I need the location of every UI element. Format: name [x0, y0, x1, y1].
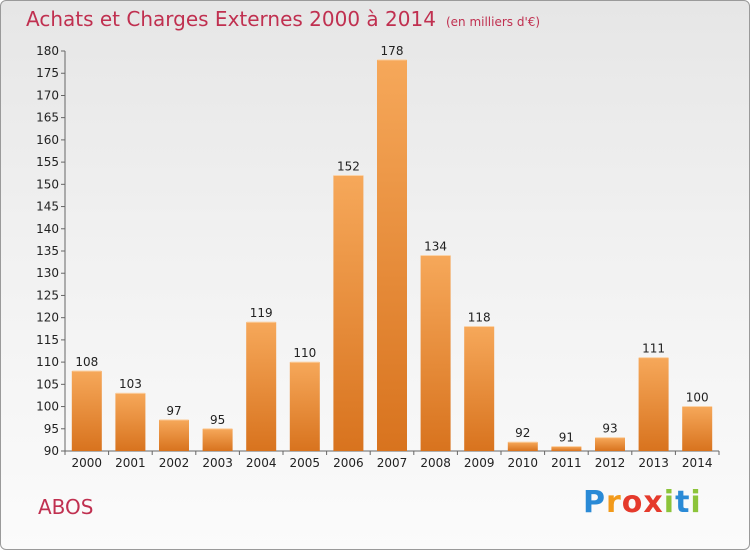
- bar: [507, 442, 538, 451]
- x-tick-label: 2002: [159, 456, 190, 470]
- data-label: 91: [559, 431, 574, 445]
- y-tick-label: 140: [36, 222, 59, 236]
- data-label: 100: [686, 391, 709, 405]
- data-label: 178: [381, 44, 404, 58]
- data-label: 118: [468, 311, 491, 325]
- place-name: ABOS: [38, 495, 94, 519]
- bar: [551, 446, 582, 451]
- bar: [420, 255, 451, 451]
- y-tick-label: 110: [36, 355, 59, 369]
- logo-letter: i: [663, 485, 676, 520]
- x-tick-label: 2011: [551, 456, 582, 470]
- x-tick-label: 2001: [115, 456, 146, 470]
- y-tick-label: 180: [36, 44, 59, 58]
- bar: [289, 362, 320, 451]
- y-tick-label: 100: [36, 400, 59, 414]
- bar: [464, 326, 495, 451]
- y-tick-label: 175: [36, 66, 59, 80]
- y-tick-label: 165: [36, 111, 59, 125]
- x-tick-label: 2009: [464, 456, 495, 470]
- data-label: 111: [642, 342, 665, 356]
- bar: [246, 322, 277, 451]
- y-tick-label: 120: [36, 311, 59, 325]
- bar: [682, 406, 713, 451]
- x-tick-label: 2000: [72, 456, 103, 470]
- y-tick-label: 115: [36, 333, 59, 347]
- x-tick-label: 2012: [595, 456, 626, 470]
- bar: [115, 393, 146, 451]
- x-tick-label: 2013: [638, 456, 669, 470]
- data-label: 95: [210, 413, 225, 427]
- chart-title-text: Achats et Charges Externes 2000 à 2014: [26, 7, 436, 31]
- y-tick-label: 160: [36, 133, 59, 147]
- chart-title: Achats et Charges Externes 2000 à 2014 (e…: [26, 7, 540, 31]
- x-tick-label: 2014: [682, 456, 713, 470]
- bar: [71, 371, 102, 451]
- y-tick-label: 90: [44, 444, 59, 458]
- x-tick-label: 2006: [333, 456, 364, 470]
- bar: [202, 428, 233, 451]
- data-label: 119: [250, 306, 273, 320]
- bar: [377, 59, 407, 452]
- y-tick-label: 105: [36, 377, 59, 391]
- data-label: 152: [337, 159, 360, 173]
- data-label: 134: [424, 239, 447, 253]
- data-label: 92: [515, 426, 530, 440]
- y-tick-label: 145: [36, 200, 59, 214]
- y-tick-label: 135: [36, 244, 59, 258]
- y-tick-label: 170: [36, 88, 59, 102]
- x-tick-label: 2008: [420, 456, 451, 470]
- logo-letter: x: [643, 485, 664, 520]
- y-tick-label: 95: [44, 422, 59, 436]
- chart-unit: (en milliers d'€): [445, 15, 541, 29]
- bar: [159, 419, 189, 451]
- bar: [638, 357, 669, 451]
- bar: [595, 437, 625, 451]
- y-tick-label: 130: [36, 266, 59, 280]
- logo-letter: t: [675, 485, 691, 520]
- y-tick-label: 125: [36, 288, 59, 302]
- proxiti-logo: Proxiti: [583, 485, 702, 520]
- bar: [333, 175, 364, 451]
- logo-letter: P: [583, 485, 606, 520]
- data-label: 93: [602, 422, 617, 436]
- y-tick-label: 150: [36, 177, 59, 191]
- x-tick-label: 2004: [246, 456, 277, 470]
- x-tick-label: 2005: [290, 456, 321, 470]
- x-tick-label: 2010: [508, 456, 539, 470]
- data-labels: 108 103 97 95 119 110 152 178 134 118 92 91 93 111 100: [75, 44, 708, 445]
- data-label: 110: [293, 346, 316, 360]
- y-axis: 90 95 100 105 110 115 120 125 130 135 140 145 150 155…: [36, 44, 66, 458]
- data-label: 108: [75, 355, 98, 369]
- x-tick-label: 2007: [377, 456, 408, 470]
- logo-letter: o: [621, 485, 644, 520]
- data-label: 103: [119, 377, 142, 391]
- x-axis: 2000 2001 2002 2003 2004 2005 2006 2007 2008 2009…: [64, 450, 720, 470]
- data-label: 97: [166, 404, 181, 418]
- y-tick-label: 155: [36, 155, 59, 169]
- logo-letter: i: [690, 485, 702, 520]
- x-tick-label: 2003: [202, 456, 233, 470]
- bars: [71, 59, 713, 452]
- logo-letter: r: [606, 485, 622, 520]
